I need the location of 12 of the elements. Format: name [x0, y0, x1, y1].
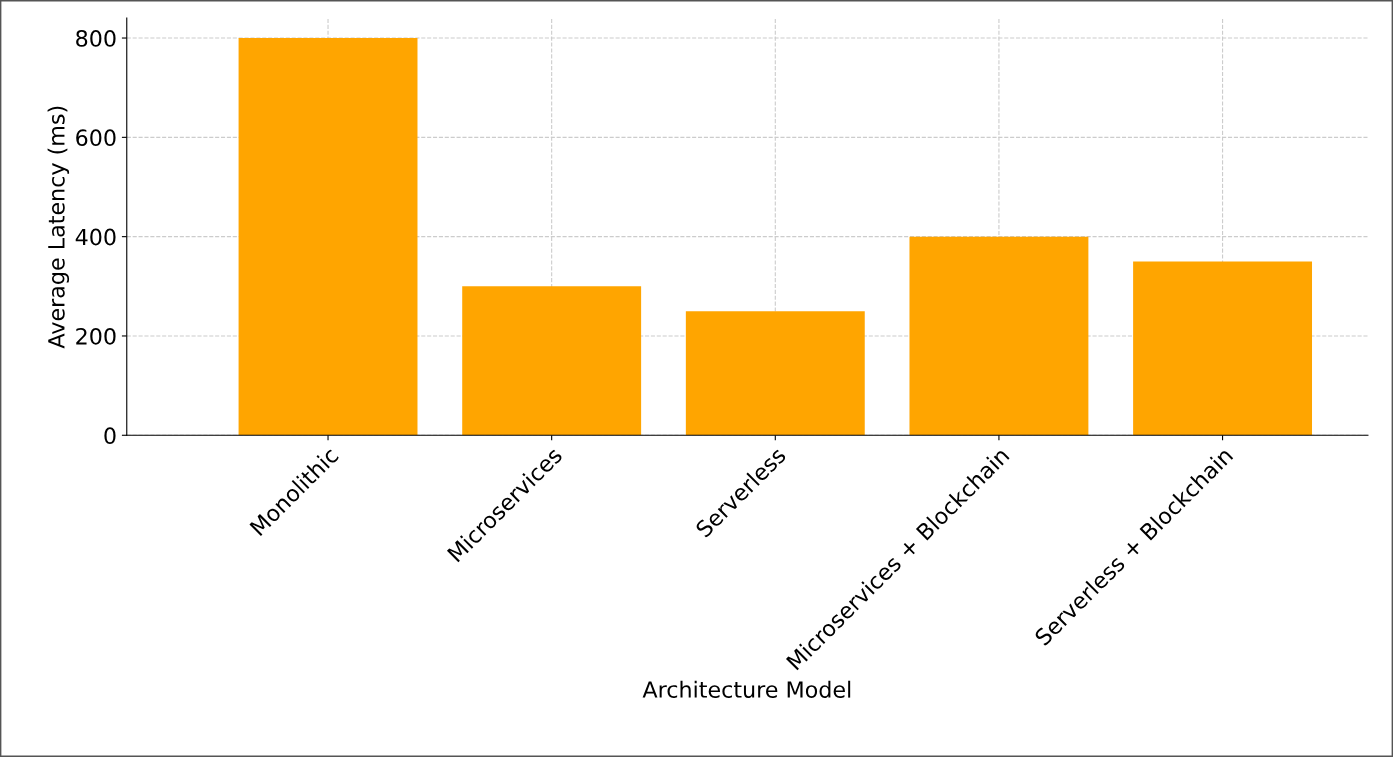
x-axis-title: Architecture Model [642, 680, 851, 698]
y-tick-label: 800 [76, 29, 116, 47]
y-axis-title: Average Latency (ms) [47, 106, 70, 349]
y-tick-label: 200 [76, 327, 116, 345]
y-tick-label: 600 [76, 129, 116, 147]
y-tick-label: 0 [104, 427, 116, 445]
bar [909, 236, 1089, 436]
bar [685, 311, 865, 436]
bar [462, 286, 642, 436]
bar [1133, 261, 1313, 436]
y-tick-label: 400 [75, 228, 116, 246]
bar [238, 38, 418, 436]
